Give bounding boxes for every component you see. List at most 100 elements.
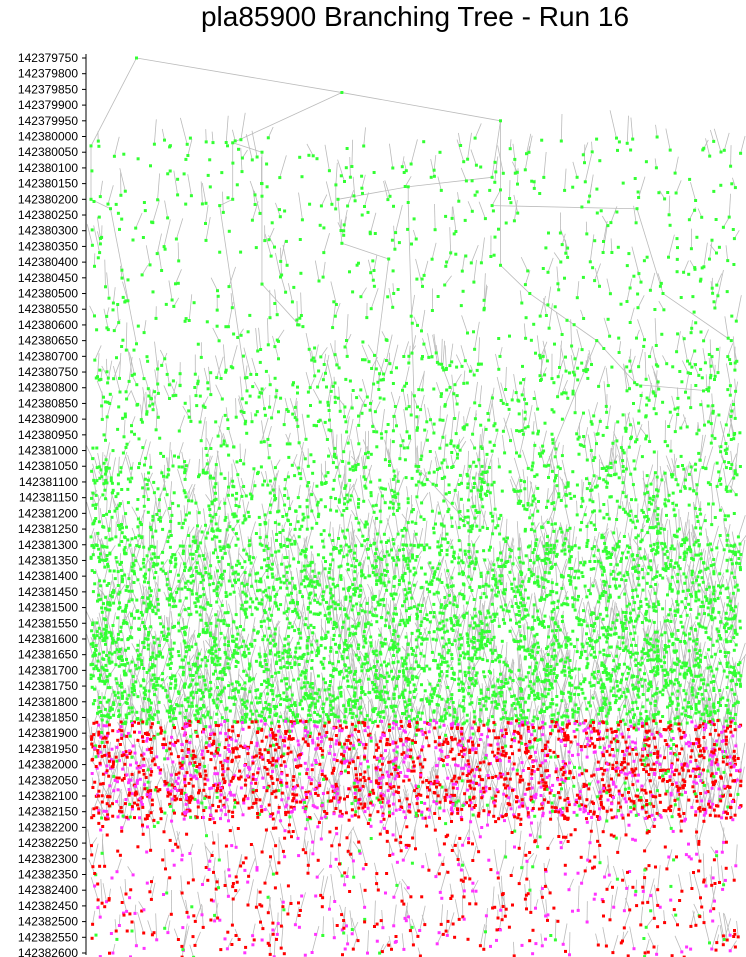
tree-edge	[436, 557, 445, 580]
tree-edge	[401, 558, 406, 574]
tree-edge	[587, 434, 594, 461]
tree-edge	[427, 333, 433, 357]
tree-edge	[107, 185, 114, 205]
tree-edge	[396, 623, 399, 637]
tree-edge	[410, 593, 418, 610]
tree-edge	[103, 547, 108, 560]
tree-edge	[297, 484, 301, 498]
tree-edge	[329, 521, 331, 536]
tree-edge	[346, 633, 355, 646]
tree-edge	[499, 541, 501, 554]
tree-edge	[391, 561, 395, 578]
tree-edge	[644, 839, 652, 852]
tree-edge	[223, 531, 227, 547]
tree-edge	[593, 532, 600, 556]
tree-edge	[509, 478, 515, 490]
tree-edge	[160, 559, 169, 570]
tree-edge	[94, 345, 102, 361]
tree-edge	[637, 565, 640, 586]
tree-edge	[530, 564, 533, 576]
tree-edge	[111, 686, 115, 703]
tree-edge	[85, 444, 93, 459]
tree-edge	[408, 345, 411, 364]
tree-edge	[650, 675, 654, 704]
tree-edge	[300, 678, 303, 701]
tree-edge	[655, 124, 658, 138]
tree-edge	[403, 408, 408, 432]
tree-edge	[684, 511, 690, 540]
tree-edge	[607, 499, 610, 519]
tree-edge	[452, 206, 457, 232]
tree-edge	[333, 613, 342, 636]
tree-edge	[708, 410, 712, 423]
tree-edge	[684, 635, 690, 664]
tree-edge	[341, 92, 501, 122]
tree-edge	[300, 292, 302, 316]
tree-edge	[161, 128, 165, 141]
tree-edge	[450, 592, 454, 619]
tree-edge	[738, 515, 746, 538]
tree-edge	[457, 490, 461, 512]
tree-edge	[720, 427, 726, 447]
tree-edge	[397, 477, 405, 494]
tree-edge	[559, 340, 562, 368]
tree-edge	[715, 487, 721, 511]
tree-edge	[552, 599, 559, 627]
tree-edge	[211, 131, 214, 143]
tree-edge	[93, 457, 98, 468]
tree-edge	[441, 338, 443, 365]
tree-edge	[129, 352, 135, 375]
tree-edge	[349, 157, 351, 178]
tree-edge	[123, 793, 129, 818]
tree-edge	[196, 554, 202, 574]
tree-edge	[550, 543, 558, 569]
tree-edge	[644, 684, 647, 712]
tree-edge	[407, 202, 417, 467]
tree-edge	[711, 525, 719, 550]
tree-edge	[267, 126, 274, 138]
tree-edge	[463, 503, 465, 526]
tree-edge	[388, 536, 392, 551]
tree-edge	[582, 142, 589, 155]
tree-edge	[434, 203, 436, 230]
tree-edge	[390, 579, 393, 595]
tree-edge	[654, 318, 657, 346]
tree-edge	[532, 854, 538, 867]
tree-edge	[536, 744, 541, 766]
tree-edge	[734, 602, 739, 631]
tree-edge	[384, 605, 390, 628]
tree-edge	[141, 264, 149, 276]
tree-edge	[305, 587, 311, 604]
tree-edge	[226, 493, 234, 515]
tree-edge	[675, 540, 678, 564]
tree-edge	[533, 484, 537, 497]
tree-edge	[513, 749, 515, 765]
tree-edge	[668, 234, 675, 258]
tree-edge	[717, 269, 724, 296]
tree-edge	[671, 597, 676, 612]
tree-edge	[610, 206, 618, 223]
tree-edge	[346, 514, 352, 531]
tree-edge	[393, 593, 401, 614]
tree-edge	[395, 204, 403, 233]
tree-edge	[483, 273, 486, 301]
tree-edge	[719, 552, 726, 574]
tree-edge	[269, 473, 278, 494]
tree-edge	[363, 445, 369, 468]
tree-edge	[423, 704, 428, 723]
tree-edge	[591, 141, 593, 152]
tree-edge	[399, 445, 402, 459]
tree-edge	[444, 568, 450, 596]
tree-edge	[188, 294, 193, 321]
tree-edge	[664, 518, 668, 530]
tree-edge	[151, 882, 156, 900]
tree-edge	[390, 391, 396, 407]
tree-edge	[348, 616, 351, 630]
tree-edge	[623, 475, 627, 497]
tree-edge	[250, 412, 253, 422]
tree-edge	[625, 448, 628, 470]
tree-edge	[637, 295, 645, 308]
tree-edge	[647, 374, 654, 392]
tree-edge	[380, 409, 385, 434]
tree-edge	[638, 176, 646, 198]
